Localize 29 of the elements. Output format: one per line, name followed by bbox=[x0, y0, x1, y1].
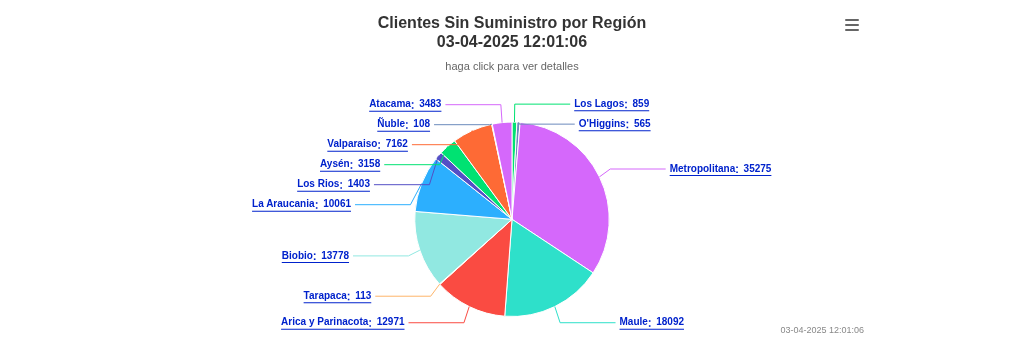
data-label: 108 bbox=[413, 118, 431, 130]
data-label: 859 bbox=[632, 97, 650, 109]
chart-title: Clientes Sin Suministro por Región 03-04-2025 12:01:06 bbox=[377, 14, 647, 51]
data-label: 113 bbox=[355, 289, 372, 301]
text: 03-04-2025 12:01:06 bbox=[780, 325, 864, 335]
slice-label: La Araucania bbox=[252, 198, 315, 210]
slice-label: Metropolitana bbox=[669, 162, 736, 174]
data-label: 13778 bbox=[321, 249, 350, 261]
data-label: 3158 bbox=[357, 158, 381, 170]
slice-label: Ñuble bbox=[377, 117, 406, 130]
data-label: 7162 bbox=[385, 138, 409, 150]
chart-subtitle: haga click para ver detalles bbox=[445, 60, 580, 73]
slice-label: Atacama bbox=[369, 98, 412, 110]
slice-label: Maule bbox=[619, 316, 649, 328]
slice-label: Aysén bbox=[320, 158, 350, 170]
slice-label: Los Lagos bbox=[574, 97, 625, 109]
slice-label: O'Higgins bbox=[578, 117, 627, 129]
data-label: 35275 bbox=[743, 162, 772, 174]
slice-label: Tarapaca bbox=[303, 289, 348, 301]
data-label: 3483 bbox=[419, 98, 442, 110]
slice-label: Los Rios bbox=[297, 178, 340, 190]
slice-label: Biobio bbox=[281, 249, 313, 261]
data-label: 565 bbox=[633, 117, 652, 129]
data-label: 18092 bbox=[656, 316, 685, 328]
data-label: 10061 bbox=[323, 198, 352, 210]
data-label: 1403 bbox=[347, 178, 371, 190]
slice-label: Valparaiso bbox=[327, 138, 378, 150]
slice-label: Arica y Parinacota bbox=[281, 316, 369, 328]
data-label: 12971 bbox=[376, 316, 405, 328]
